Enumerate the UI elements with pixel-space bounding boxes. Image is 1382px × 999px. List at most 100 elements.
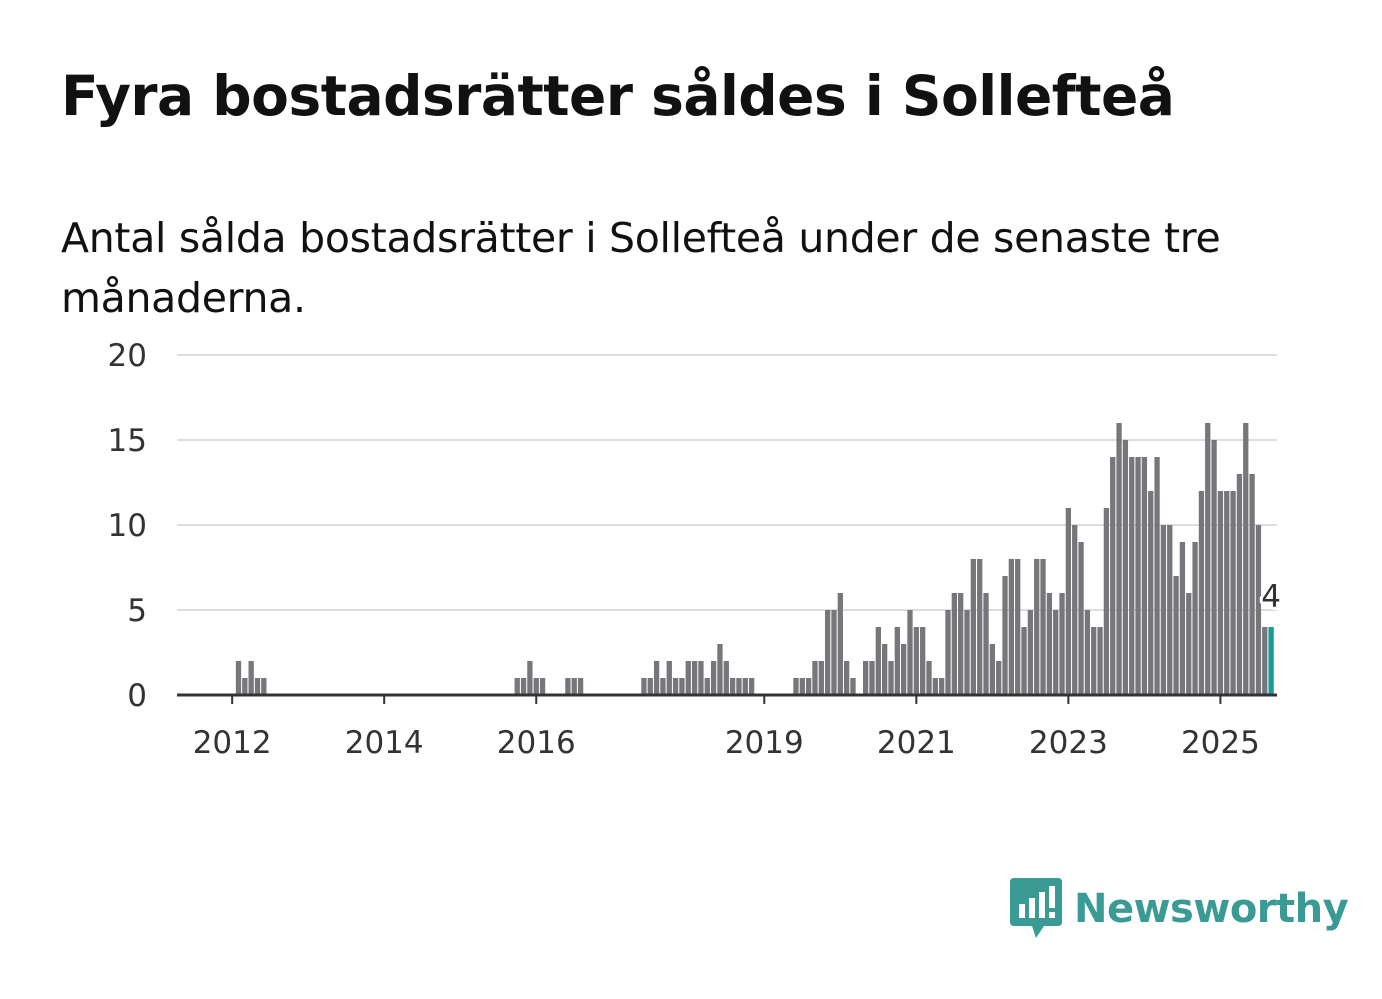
bar [1122, 440, 1129, 695]
x-tick-label: 2014 [345, 725, 424, 761]
bar [254, 678, 261, 695]
bar [1192, 542, 1198, 695]
bar [1205, 423, 1211, 695]
bar [1154, 457, 1160, 695]
bar [514, 678, 520, 695]
bar [964, 610, 970, 695]
bar [926, 661, 932, 695]
bar [799, 678, 805, 695]
x-tick-label: 2016 [497, 725, 576, 761]
bar [945, 610, 951, 695]
y-tick-label: 5 [127, 593, 147, 629]
bar [844, 661, 850, 695]
bar [1129, 457, 1135, 695]
bar [691, 661, 698, 695]
chart-title: Fyra bostadsrätter såldes i Sollefteå [61, 64, 1175, 128]
bar [882, 644, 888, 695]
bar [261, 678, 267, 695]
bar [1072, 525, 1078, 695]
bar [1065, 508, 1072, 695]
bar [698, 661, 704, 695]
bar [907, 610, 913, 695]
y-tick-label: 10 [108, 508, 147, 544]
bar [1160, 525, 1167, 695]
bar [818, 661, 824, 695]
bar [666, 661, 672, 695]
bar [1173, 576, 1179, 695]
bar [1046, 593, 1053, 695]
y-tick-label: 0 [127, 678, 147, 714]
bar [748, 678, 755, 695]
bar [958, 593, 964, 695]
bar [679, 678, 685, 695]
bar [248, 661, 254, 695]
bar [1034, 559, 1040, 695]
bar [1249, 474, 1255, 695]
y-tick-label: 15 [108, 423, 147, 459]
bar [1230, 491, 1236, 695]
bar [1262, 627, 1268, 695]
bar [1110, 457, 1116, 695]
bar [939, 678, 945, 695]
bar [1021, 627, 1027, 695]
bar [983, 593, 989, 695]
bar [704, 678, 710, 695]
newsworthy-bar-chart-icon [1010, 878, 1062, 938]
bar [1027, 610, 1034, 695]
bar [742, 678, 748, 695]
bar [824, 610, 831, 695]
bar [242, 678, 248, 695]
bar [831, 610, 837, 695]
bar [837, 593, 843, 695]
bar [812, 661, 818, 695]
bar [723, 661, 729, 695]
highlighted-bar [1268, 627, 1274, 695]
bar [1224, 491, 1230, 695]
bar [565, 678, 571, 695]
bar [647, 678, 653, 695]
bar [1179, 542, 1186, 695]
x-tick-label: 2012 [193, 725, 272, 761]
bar [1084, 610, 1091, 695]
bar [1141, 457, 1148, 695]
brand-name: Newsworthy [1074, 886, 1349, 932]
bar [1002, 576, 1008, 695]
bar [805, 678, 812, 695]
bar [850, 678, 856, 695]
bar [875, 627, 881, 695]
bar [901, 644, 907, 695]
bar [653, 661, 660, 695]
bar [685, 661, 691, 695]
bar [571, 678, 577, 695]
bar [869, 661, 875, 695]
bar [1243, 423, 1249, 695]
bar [527, 661, 533, 695]
bar [989, 644, 996, 695]
bar [1255, 525, 1262, 695]
bar [1135, 457, 1141, 695]
bar [710, 661, 717, 695]
bar [1078, 542, 1084, 695]
bar [1186, 593, 1192, 695]
bar [729, 678, 736, 695]
bar [920, 627, 926, 695]
bar [1236, 474, 1243, 695]
x-tick-label: 2021 [877, 725, 956, 761]
bar [1198, 491, 1205, 695]
bar [1217, 491, 1224, 695]
bar [977, 559, 983, 695]
bar [641, 678, 647, 695]
bar [736, 678, 742, 695]
newsworthy-logo: Newsworthy [1010, 878, 1349, 940]
bar [717, 644, 723, 695]
bar [951, 593, 957, 695]
bar [533, 678, 539, 695]
bar [672, 678, 679, 695]
bar [1091, 627, 1097, 695]
bar [1097, 627, 1103, 695]
bar [932, 678, 938, 695]
bar [970, 559, 976, 695]
y-tick-label: 20 [108, 338, 147, 374]
bar [539, 678, 546, 695]
